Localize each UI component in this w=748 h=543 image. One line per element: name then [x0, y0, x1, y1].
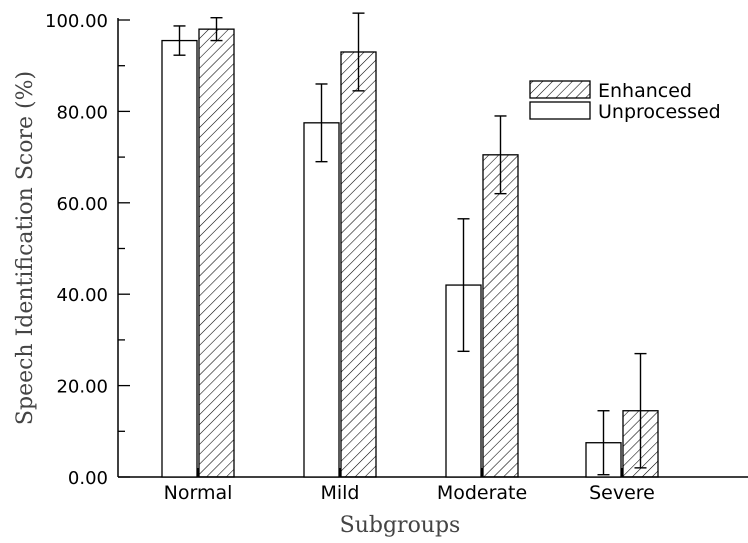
y-tick-label: 100.00 [45, 11, 108, 32]
bars [161, 28, 659, 478]
x-tick-label: Normal [164, 482, 233, 504]
error-bars [173, 12, 647, 476]
bar-unprocessed-normal [161, 39, 198, 478]
x-tick-label: Mild [320, 482, 359, 504]
legend-swatch-enhanced [529, 80, 591, 99]
y-axis-title: Speech Identification Score (%) [13, 71, 38, 425]
y-tick-label: 60.00 [56, 194, 108, 215]
bar-enhanced-mild [340, 51, 377, 478]
y-tick-label: 80.00 [56, 102, 108, 123]
bar-enhanced-moderate [482, 154, 519, 478]
x-tick-label: Severe [589, 482, 655, 504]
y-ticks: 0.00 20.00 40.00 60.00 80.00 100.00 [45, 11, 130, 489]
x-ticks: Normal Mild Moderate Severe [164, 468, 655, 504]
bar-unprocessed-mild [303, 122, 340, 478]
y-tick-label: 40.00 [56, 285, 108, 306]
legend: Enhanced Unprocessed [529, 80, 721, 123]
y-tick-label: 20.00 [56, 377, 108, 398]
x-tick-label: Moderate [437, 482, 527, 504]
bar-enhanced-normal [198, 28, 235, 478]
x-axis-title: Subgroups [340, 513, 461, 538]
legend-label-unprocessed: Unprocessed [598, 101, 721, 123]
legend-label-enhanced: Enhanced [598, 80, 692, 102]
y-tick-label: 0.00 [68, 468, 108, 489]
legend-swatch-unprocessed [529, 101, 591, 120]
